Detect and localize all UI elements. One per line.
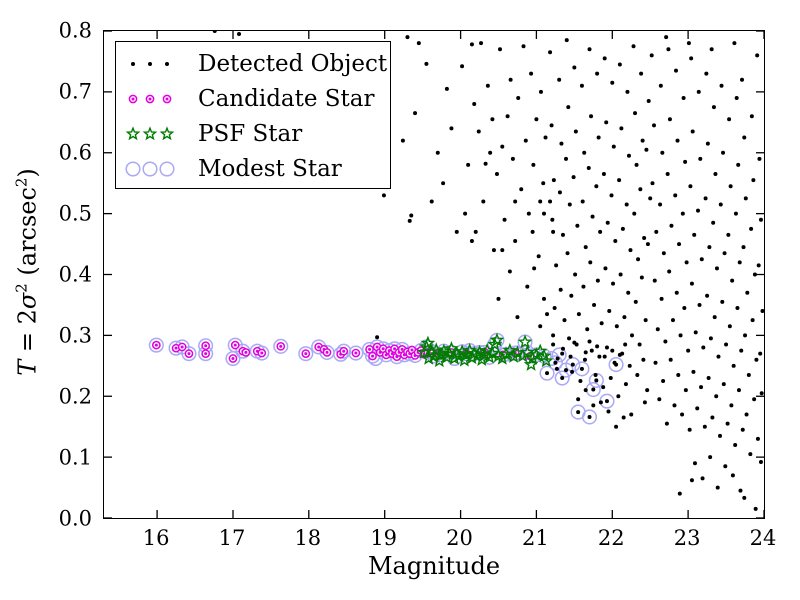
x-tick-label: 24 <box>749 526 777 550</box>
y-axis-title: T = 2σ2 (arcsec2) <box>12 168 42 376</box>
x-tick-label: 19 <box>370 526 398 550</box>
y-tick-label: 0.2 <box>58 384 92 409</box>
dot-marker-icon <box>131 61 169 66</box>
circled-dot-marker-icon <box>128 94 172 103</box>
psf-points <box>416 332 554 371</box>
legend-label: Modest Star <box>198 155 342 182</box>
legend-label: Candidate Star <box>198 85 375 112</box>
x-tick-label: 21 <box>522 526 549 550</box>
y-tick-label: 0.0 <box>58 506 92 531</box>
y-tick-label: 0.8 <box>58 18 92 43</box>
legend-item-modest-star: Modest Star <box>116 151 390 186</box>
x-tick-label: 17 <box>218 526 246 550</box>
plot-svg <box>104 31 764 518</box>
plot-area: Detected Object Candidate Star PSF Star … <box>103 30 765 519</box>
legend-item-detected-object: Detected Object <box>116 46 390 81</box>
y-tick-label: 0.1 <box>58 445 92 470</box>
y-tick-label: 0.6 <box>58 140 92 165</box>
y-tick-label: 0.7 <box>58 79 92 104</box>
legend-item-psf-star: PSF Star <box>116 116 390 151</box>
x-tick-label: 20 <box>446 526 473 550</box>
x-tick-label: 18 <box>294 526 322 550</box>
legend-label: PSF Star <box>198 120 303 147</box>
star-marker-icon <box>125 125 175 140</box>
tick-marks <box>104 31 764 518</box>
legend-item-candidate-star: Candidate Star <box>116 81 390 116</box>
x-tick-label: 16 <box>142 526 170 550</box>
x-tick-label: 23 <box>673 526 701 550</box>
open-circle-marker-icon <box>125 160 175 177</box>
x-tick-label: 22 <box>597 526 625 550</box>
legend: Detected Object Candidate Star PSF Star … <box>115 41 391 189</box>
detected-points <box>212 31 764 511</box>
legend-label: Detected Object <box>198 50 388 77</box>
x-axis-title: Magnitude <box>367 552 501 580</box>
